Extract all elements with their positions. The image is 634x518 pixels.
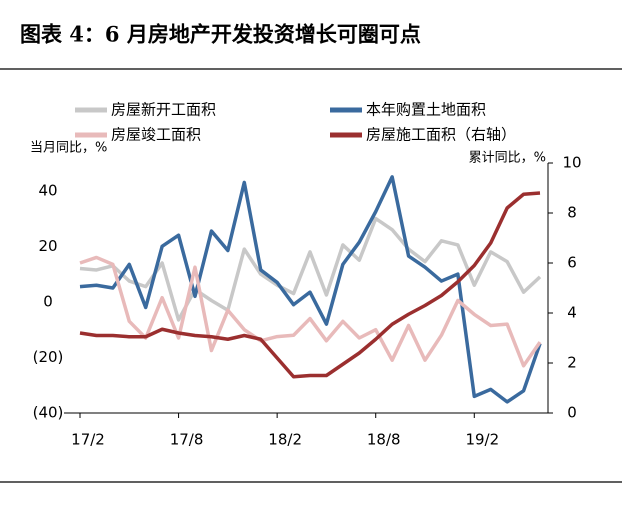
legend-label: 本年购置土地面积 [366, 101, 486, 119]
legend-label: 房屋施工面积（右轴） [366, 126, 516, 144]
y2-axis-label: 累计同比，% [469, 151, 546, 166]
series-line [79, 175, 542, 404]
y-axis-label: 当月同比，% [30, 141, 107, 156]
x-tick-label: 17/8 [170, 431, 204, 449]
y2-tick-label: 8 [567, 204, 577, 222]
series-line [79, 191, 541, 379]
y-tick-label: 40 [38, 181, 57, 199]
y-tick-label: (20) [33, 348, 64, 366]
x-tick-label: 18/8 [367, 431, 401, 449]
y-tick-label: 0 [43, 292, 53, 310]
y2-tick-label: 2 [567, 354, 577, 372]
y-tick-label: 20 [38, 237, 57, 255]
y2-tick-label: 10 [562, 154, 581, 172]
y2-tick-label: 0 [567, 404, 577, 422]
series-line [79, 255, 542, 368]
legend-label: 房屋新开工面积 [111, 101, 216, 119]
x-tick-label: 18/2 [268, 431, 302, 449]
x-tick-label: 17/2 [71, 431, 105, 449]
legend-label: 房屋竣工面积 [111, 126, 201, 144]
y2-tick-label: 6 [567, 254, 577, 272]
y2-tick-label: 4 [567, 304, 577, 322]
chart-title: 图表 4：6 月房地产开发投资增长可圈可点 [20, 22, 421, 47]
x-tick-label: 19/2 [465, 431, 499, 449]
y-tick-label: (40) [33, 404, 64, 422]
